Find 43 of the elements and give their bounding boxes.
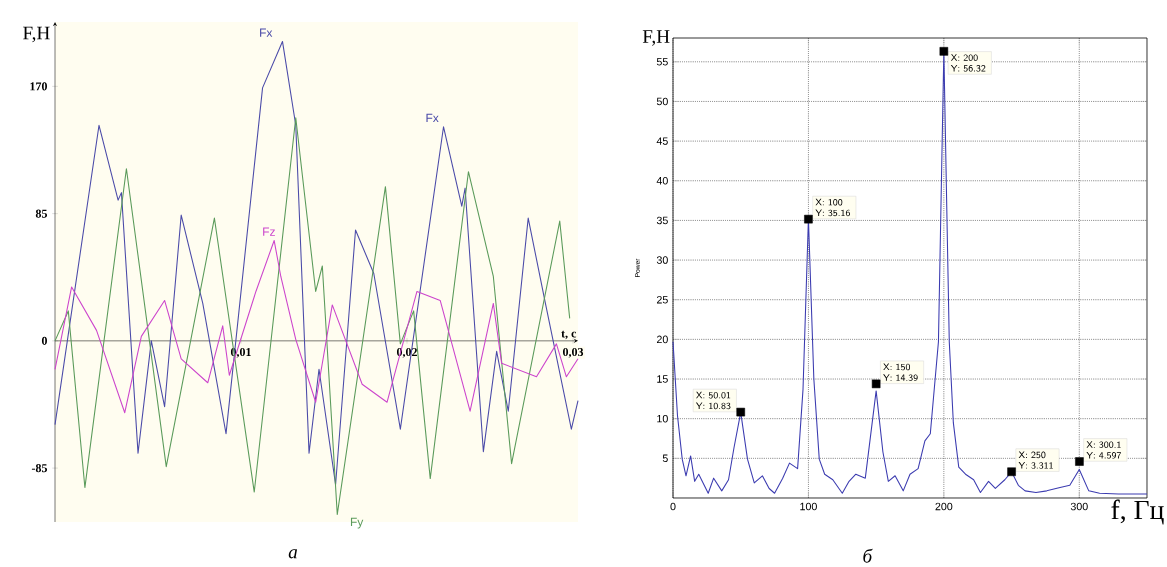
x-axis-title: f, Гц bbox=[1111, 499, 1164, 525]
y-tick-label: 25 bbox=[656, 295, 668, 304]
x-tick-label: 0,02 bbox=[396, 347, 417, 358]
annotation: Fx bbox=[426, 113, 439, 123]
y-tick-label: 85 bbox=[35, 209, 48, 218]
y-tick-label: 30 bbox=[656, 256, 668, 264]
point bbox=[1075, 457, 1084, 466]
y-tick-label: 50 bbox=[656, 97, 668, 106]
y-tick-label: 20 bbox=[656, 335, 668, 344]
text: а bbox=[288, 549, 298, 559]
text: F,H bbox=[642, 30, 670, 46]
annotation: X: 300.1 Y: 4.597 bbox=[1086, 441, 1121, 459]
point bbox=[736, 407, 745, 417]
annotation: X: 200 Y: 56.32 bbox=[950, 54, 986, 72]
point bbox=[1007, 467, 1016, 476]
y-tick-label: 40 bbox=[656, 176, 668, 185]
x-tick-label: 300 bbox=[1070, 502, 1088, 511]
y-tick-label: 45 bbox=[656, 137, 668, 145]
annotation: X: 50.01 Y: 10.83 bbox=[695, 391, 731, 410]
y-tick-label: 5 bbox=[662, 454, 668, 463]
y-tick-label: 55 bbox=[656, 58, 668, 66]
y-tick-label: 35 bbox=[656, 216, 668, 225]
point bbox=[939, 47, 949, 56]
y-tick-label: 0 bbox=[41, 336, 47, 345]
x-tick-label: 200 bbox=[935, 502, 953, 511]
series-label: Fy bbox=[350, 517, 364, 529]
y-tick-label: 15 bbox=[657, 375, 668, 383]
series-label: Fx bbox=[260, 28, 273, 37]
annotation: X: 150 Y: 14.39 bbox=[883, 363, 918, 381]
x-tick-label: 100 bbox=[800, 502, 817, 511]
x-tick-label: 0,03 bbox=[562, 347, 584, 358]
x-axis-title: t, c bbox=[561, 330, 577, 340]
y-axis-title: F,H bbox=[23, 26, 50, 43]
x-tick-label: 0 bbox=[670, 502, 676, 511]
series-label: Fz bbox=[263, 227, 275, 236]
point bbox=[871, 379, 881, 389]
annotation: X: 100 Y: 35.16 bbox=[815, 198, 850, 217]
annotation: X: 250 Y: 3.311 bbox=[1018, 451, 1053, 469]
y-tick-label: -85 bbox=[31, 464, 48, 473]
y-tick-label: 170 bbox=[30, 82, 47, 91]
point bbox=[804, 214, 813, 224]
y-tick-label: 10 bbox=[657, 414, 668, 423]
text: б bbox=[863, 548, 873, 563]
